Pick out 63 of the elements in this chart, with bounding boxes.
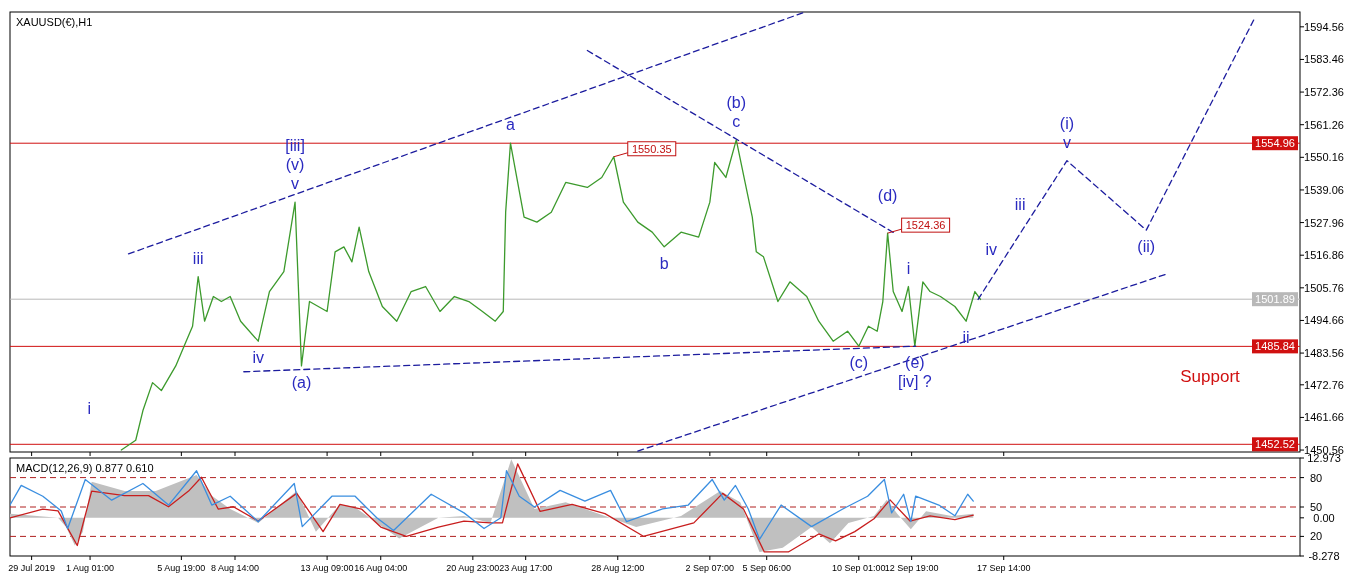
x-tick-label: 2 Sep 07:00 (685, 563, 735, 573)
y-tick-label: -8.278 (1308, 550, 1340, 562)
ref-line-label: 1501.89 (1255, 293, 1295, 306)
y-tick-label: 1550.16 (1304, 151, 1344, 164)
annotation: c (732, 112, 741, 130)
annotation: iv (985, 241, 998, 259)
y-tick-label: 1539.06 (1304, 183, 1344, 196)
x-tick-label: 29 Jul 2019 (8, 563, 55, 573)
annotation: (a) (291, 373, 312, 391)
y-tick-label: 1583.46 (1304, 53, 1344, 66)
annotation: (ii) (1137, 238, 1156, 256)
annotation: 1550.35 (631, 142, 672, 155)
x-tick-label: 5 Sep 06:00 (742, 563, 791, 573)
x-tick-label: 10 Sep 01:00 (832, 563, 886, 573)
ref-line-label: 1485.84 (1255, 340, 1295, 353)
line-series (120, 139, 982, 451)
y-tick-label: 1594.56 (1304, 20, 1344, 33)
y-tick-label: 1461.66 (1304, 411, 1344, 424)
y2-tick-label: 20 (1309, 530, 1323, 543)
x-tick-label: 17 Sep 14:00 (976, 563, 1031, 573)
x-tick-label: 8 Aug 14:00 (210, 563, 260, 573)
annotation: i (906, 259, 911, 277)
annotation: iv (252, 349, 265, 367)
y2-tick-label: 50 (1309, 501, 1323, 513)
y-tick-label: 0.00 (1313, 511, 1335, 524)
x-tick-label: 5 Aug 19:00 (157, 563, 206, 573)
y-tick-label: 1561.26 (1304, 118, 1344, 131)
x-tick-label: 23 Aug 17:00 (499, 563, 553, 573)
x-tick-label: 20 Aug 23:00 (446, 563, 500, 573)
y2-tick-label: 80 (1309, 471, 1323, 484)
chart-title: XAUUSD(€),H1 (16, 16, 93, 28)
annotation: Support (1180, 366, 1241, 386)
y-tick-label: 1472.76 (1304, 378, 1344, 391)
x-tick-label: 13 Aug 09:00 (300, 563, 354, 573)
y-tick-label: 1527.96 (1304, 216, 1344, 229)
y-tick-label: 1572.36 (1304, 86, 1344, 99)
annotation: (i) (1059, 114, 1075, 132)
x-tick-label: 12 Sep 19:00 (884, 563, 939, 573)
annotation: b (659, 254, 669, 272)
annotation: (c) (849, 354, 869, 372)
annotation: 1524.36 (905, 219, 946, 232)
x-tick-label: 1 Aug 01:00 (66, 563, 115, 573)
chart-title: MACD(12,26,9) 0.877 0.610 (16, 462, 154, 474)
annotation: iii (1014, 196, 1026, 214)
y-tick-label: 1494.66 (1304, 314, 1344, 327)
y-tick-label: 1516.86 (1304, 249, 1344, 262)
y-tick-label: 1505.76 (1304, 281, 1344, 294)
line-series (977, 18, 1256, 301)
annotation: (e) (905, 354, 925, 372)
ref-line-label: 1452.52 (1255, 438, 1295, 451)
annotation: (v) (285, 156, 305, 174)
annotation: i (87, 399, 92, 417)
x-tick-label: 16 Aug 04:00 (354, 563, 408, 573)
x-tick-label: 28 Aug 12:00 (591, 563, 645, 573)
ref-line-label: 1554.96 (1255, 137, 1295, 150)
annotation: [iv] ? (897, 373, 932, 391)
annotation: v (291, 175, 300, 193)
annotation: a (506, 116, 516, 134)
annotation: iii (192, 249, 204, 267)
annotation: (d) (877, 187, 898, 205)
annotation: (b) (726, 93, 747, 111)
annotation: ii (962, 329, 970, 347)
y-tick-label: 1483.56 (1304, 347, 1344, 360)
